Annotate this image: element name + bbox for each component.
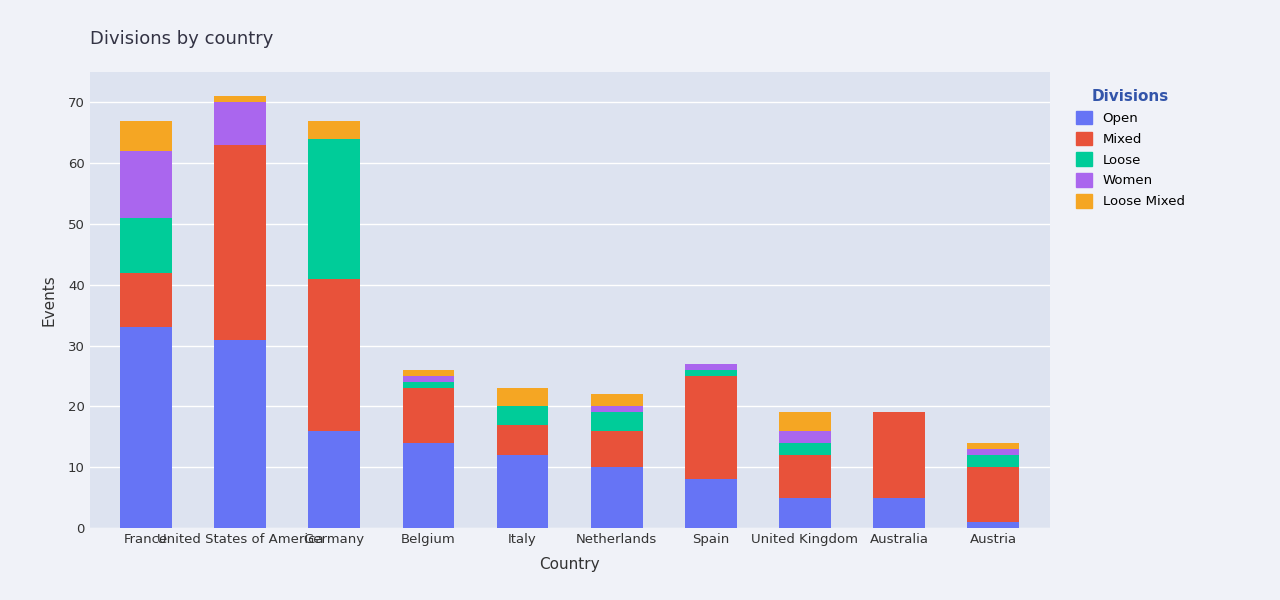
- Bar: [308, 139, 360, 279]
- Bar: [497, 425, 548, 455]
- Bar: [497, 406, 548, 425]
- Bar: [968, 449, 1019, 455]
- Bar: [308, 431, 360, 528]
- Bar: [873, 497, 925, 528]
- Bar: [402, 382, 454, 388]
- Bar: [308, 121, 360, 139]
- Y-axis label: Events: Events: [42, 274, 56, 326]
- Legend: Open, Mixed, Loose, Women, Loose Mixed: Open, Mixed, Loose, Women, Loose Mixed: [1066, 79, 1196, 219]
- Bar: [402, 370, 454, 376]
- Bar: [120, 328, 172, 528]
- Bar: [685, 370, 737, 376]
- Bar: [120, 272, 172, 328]
- Bar: [780, 412, 831, 431]
- Bar: [968, 455, 1019, 467]
- Bar: [968, 467, 1019, 522]
- Bar: [214, 340, 266, 528]
- Bar: [120, 151, 172, 218]
- Bar: [120, 121, 172, 151]
- Text: Divisions by country: Divisions by country: [90, 30, 273, 48]
- Bar: [497, 455, 548, 528]
- Bar: [780, 455, 831, 497]
- Bar: [780, 497, 831, 528]
- Bar: [591, 394, 643, 406]
- Bar: [214, 97, 266, 103]
- Bar: [968, 522, 1019, 528]
- Bar: [685, 479, 737, 528]
- Bar: [402, 388, 454, 443]
- Bar: [780, 443, 831, 455]
- Bar: [497, 388, 548, 406]
- Bar: [685, 376, 737, 479]
- Bar: [591, 406, 643, 412]
- Bar: [591, 431, 643, 467]
- Bar: [308, 279, 360, 431]
- Bar: [214, 103, 266, 145]
- Bar: [591, 467, 643, 528]
- Bar: [591, 412, 643, 431]
- Bar: [402, 376, 454, 382]
- Bar: [780, 431, 831, 443]
- X-axis label: Country: Country: [539, 557, 600, 572]
- Bar: [120, 218, 172, 272]
- Bar: [685, 364, 737, 370]
- Bar: [402, 443, 454, 528]
- Bar: [214, 145, 266, 340]
- Bar: [873, 412, 925, 497]
- Bar: [968, 443, 1019, 449]
